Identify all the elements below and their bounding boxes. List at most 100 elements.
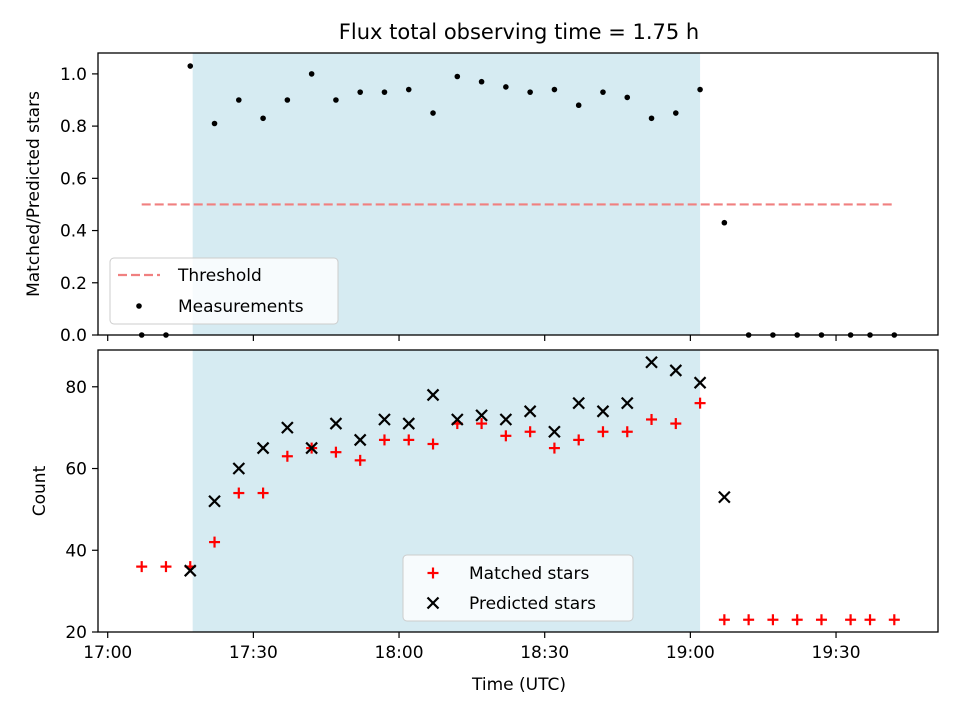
predicted-star-point — [208, 494, 221, 508]
matched-star-point — [718, 614, 730, 626]
x-tick-label: 19:30 — [812, 643, 861, 663]
measurement-point — [527, 89, 533, 95]
matched-star-point — [160, 561, 172, 573]
legend-measurements-swatch — [136, 303, 142, 309]
measurement-point — [624, 94, 631, 101]
predicted-star-point — [620, 396, 634, 410]
matched-star-point — [281, 450, 293, 462]
matched-star-point — [427, 438, 439, 450]
predicted-star-point — [523, 405, 537, 418]
matched-star-point — [403, 434, 415, 446]
y-tick-label: 0.2 — [60, 274, 87, 294]
measurement-point — [236, 97, 242, 103]
x-tick-label: 18:00 — [375, 643, 424, 663]
predicted-star-point — [256, 441, 270, 455]
predicted-star-point — [548, 425, 561, 439]
predicted-star-stroke-b — [645, 355, 658, 369]
y-tick-label: 1.0 — [60, 65, 87, 85]
measurement-point — [260, 115, 266, 122]
predicted-star-stroke-b — [305, 441, 318, 455]
measurement-point — [211, 120, 218, 127]
x-axis-label: Time (UTC) — [471, 675, 566, 695]
measurement-point — [648, 115, 655, 122]
predicted-star-point — [475, 409, 488, 422]
y-tick-label: 0.8 — [60, 117, 87, 137]
matched-star-point — [257, 487, 269, 499]
predicted-star-stroke-b — [426, 388, 440, 402]
matched-star-point — [888, 614, 900, 626]
predicted-star-point — [718, 490, 731, 504]
panel-frame — [97, 349, 939, 633]
matched-star-point — [233, 487, 245, 499]
predicted-star-stroke-b — [523, 405, 537, 418]
legend-box — [402, 554, 634, 622]
matched-star-point — [573, 434, 585, 446]
panel-2: 20 40 60 80 Count 17:00 17:30 18:00 18:30 19:00 19… — [30, 349, 939, 663]
measurement-point — [478, 78, 485, 85]
x-tick-label: 18:30 — [520, 643, 569, 663]
legend-predicted-swatch-b — [426, 596, 440, 610]
legend-box — [109, 257, 339, 325]
matched-star-point — [694, 397, 706, 409]
panel-1: 0.0 0.2 0.4 0.6 0.8 1.0 Matched/Predicted star… — [24, 52, 939, 346]
y-tick-label: 0.4 — [60, 222, 87, 242]
y-tick-label: 0.6 — [60, 169, 87, 189]
y-tick-label: 0.0 — [60, 326, 87, 346]
chart-title: Flux total observing time = 1.75 h — [339, 20, 699, 44]
matched-star-point — [815, 614, 827, 626]
predicted-star-point — [669, 364, 683, 377]
predicted-star-stroke-b — [281, 421, 294, 434]
matched-star-point — [845, 614, 857, 626]
measurement-point — [721, 219, 728, 226]
measurement-point — [503, 84, 509, 90]
measurement-point — [575, 102, 582, 109]
measurement-point — [405, 86, 412, 93]
matched-star-point — [209, 536, 221, 548]
predicted-star-point — [329, 417, 343, 430]
predicted-star-stroke-b — [499, 413, 513, 426]
predicted-star-point — [426, 388, 440, 402]
y-tick-label: 60 — [65, 460, 87, 480]
matched-star-point — [864, 614, 876, 626]
predicted-star-point — [499, 413, 513, 426]
predicted-star-point — [693, 376, 707, 389]
matched-star-point — [354, 454, 366, 466]
predicted-star-stroke-b — [548, 425, 561, 439]
panel-frame — [97, 52, 939, 336]
matched-star-point — [524, 426, 536, 438]
predicted-star-stroke-b — [353, 433, 367, 447]
predicted-star-point — [572, 396, 585, 410]
measurement-point — [454, 73, 461, 80]
predicted-star-point — [232, 462, 246, 475]
predicted-star-stroke-b — [475, 409, 488, 422]
x-tick-label: 17:00 — [83, 643, 132, 663]
measurement-point — [381, 89, 388, 95]
predicted-star-stroke-b — [402, 417, 416, 430]
measurement-point — [333, 97, 339, 103]
predicted-star-stroke-b — [256, 441, 270, 455]
matched-star-point — [597, 426, 609, 438]
matched-star-point — [767, 614, 779, 626]
predicted-star-point — [353, 433, 367, 447]
y-tick-label: 40 — [65, 541, 87, 561]
matched-star-point — [378, 434, 390, 446]
predicted-star-stroke-b — [693, 376, 707, 389]
matched-star-point — [136, 561, 148, 573]
measurement-point — [600, 89, 606, 95]
predicted-star-stroke-b — [329, 417, 343, 430]
matched-star-point — [646, 413, 658, 425]
matched-star-point — [476, 418, 488, 430]
matched-star-point — [743, 614, 755, 626]
predicted-star-point — [645, 355, 658, 369]
predicted-star-point — [281, 421, 294, 434]
matched-star-point — [791, 614, 803, 626]
matched-star-point — [621, 426, 633, 438]
measurement-point — [308, 71, 315, 77]
predicted-star-stroke-b — [669, 364, 683, 377]
measurement-point — [673, 110, 679, 116]
y-axis-label: Matched/Predicted stars — [24, 91, 44, 297]
predicted-star-stroke-b — [718, 490, 731, 504]
y-tick-label: 20 — [65, 623, 87, 643]
